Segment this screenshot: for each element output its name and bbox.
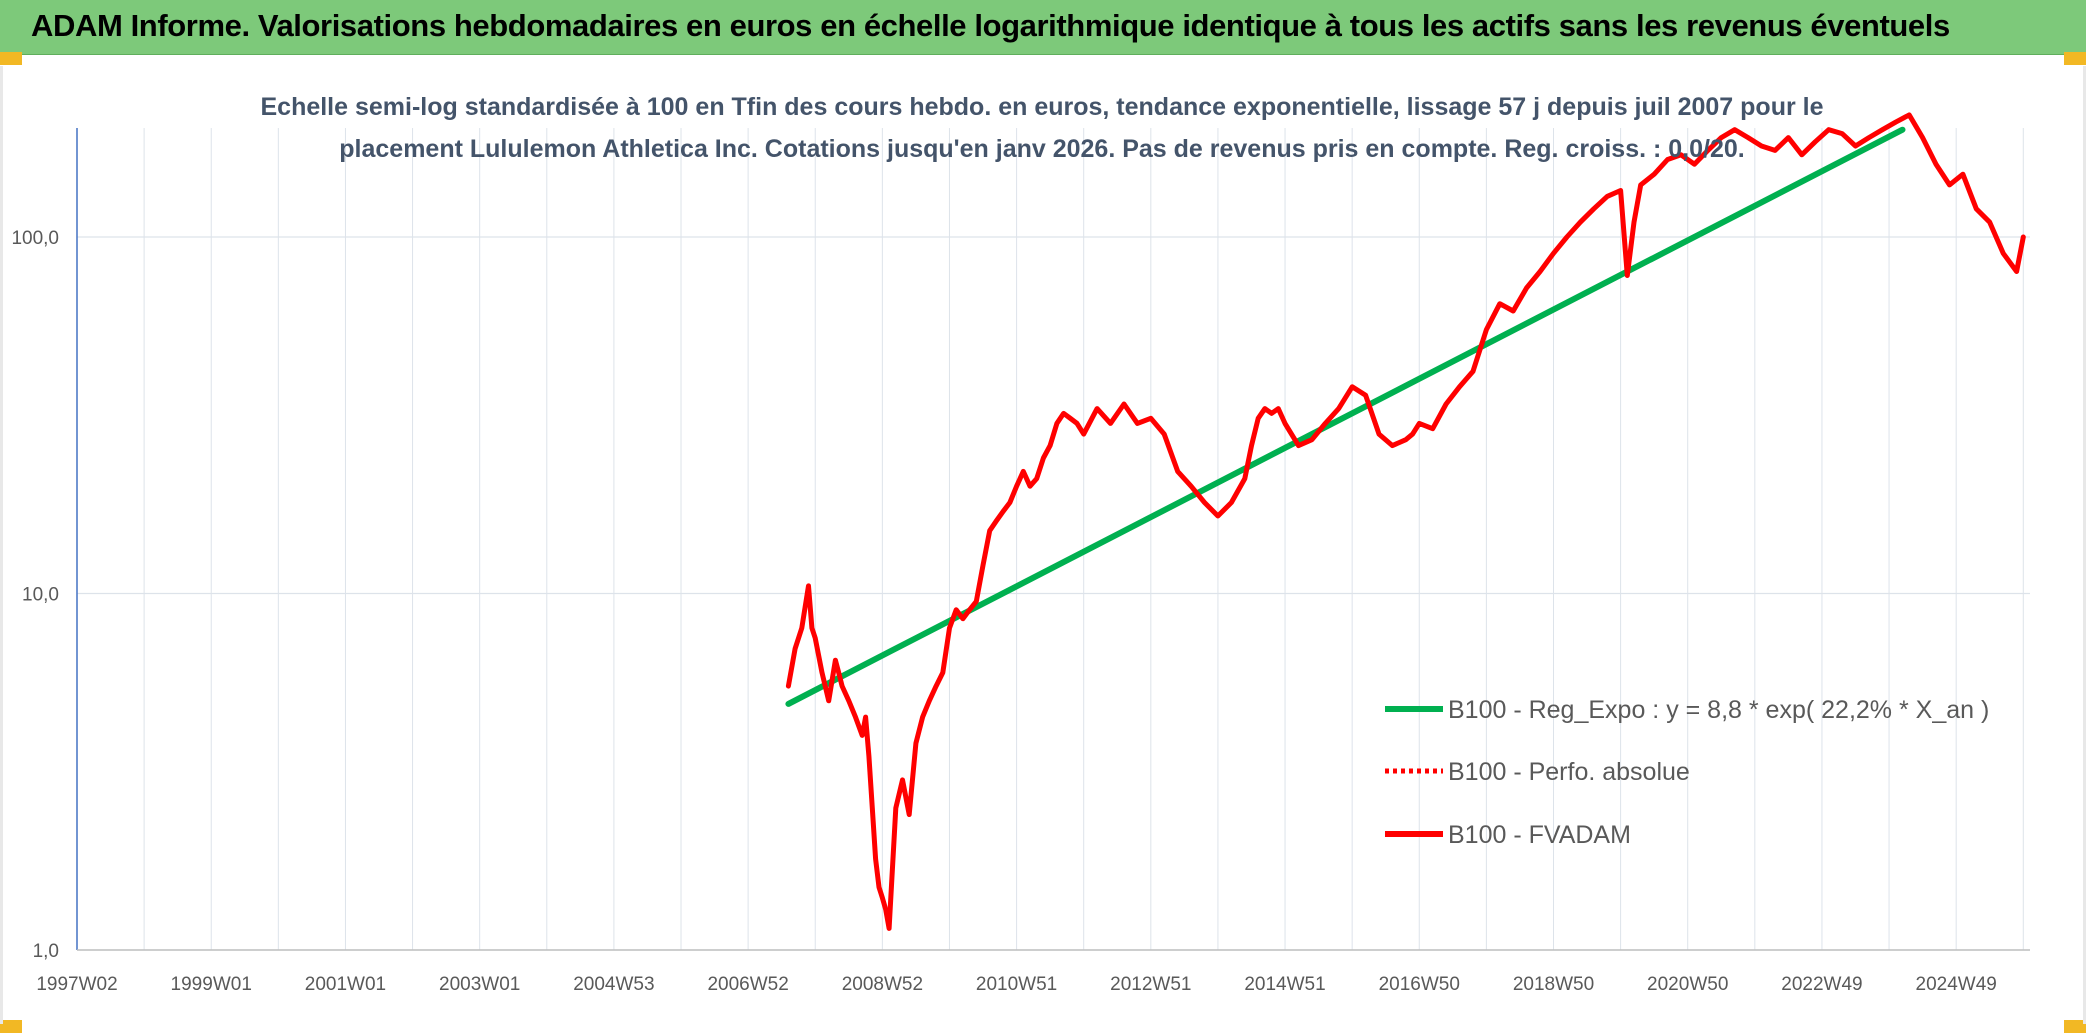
series-line-fvadam — [785, 112, 2026, 931]
x-tick-label: 2022W49 — [1781, 974, 1862, 995]
series-line-regression — [785, 126, 1906, 707]
x-tick-label: 1997W02 — [36, 974, 117, 995]
y-tick-label: 10,0 — [22, 585, 59, 606]
axis-layer: 1,0 10,0 100,0 1997W02 1999W01 2001W01 2003W01… — [11, 128, 2030, 995]
legend: B100 - Reg_Expo : y = 8,8 * exp( 22,2% *… — [1385, 696, 1989, 849]
chart-title: Echelle semi-log standardisée à 100 en T… — [260, 93, 1823, 163]
x-tick-label: 2020W50 — [1647, 974, 1728, 995]
x-tick-label: 2001W01 — [305, 974, 386, 995]
corner-marker — [0, 1020, 22, 1033]
legend-label-fvadam: B100 - FVADAM — [1448, 821, 1631, 849]
y-tick-label: 1,0 — [33, 941, 59, 962]
grid-layer — [77, 128, 2030, 951]
x-tick-label: 2003W01 — [439, 974, 520, 995]
frame-border-right — [2083, 66, 2086, 1024]
x-tick-label: 2018W50 — [1513, 974, 1594, 995]
frame-border-left — [0, 66, 3, 1024]
x-tick-label: 2006W52 — [707, 974, 788, 995]
x-tick-label: 2024W49 — [1916, 974, 1997, 995]
x-tick-label: 2008W52 — [842, 974, 923, 995]
x-tick-label: 2014W51 — [1244, 974, 1325, 995]
x-tick-label: 1999W01 — [171, 974, 252, 995]
report-title: ADAM Informe. Valorisations hebdomadaire… — [31, 8, 1950, 43]
x-tick-label: 2016W50 — [1379, 974, 1460, 995]
chart-title-line-1: Echelle semi-log standardisée à 100 en T… — [260, 93, 1823, 121]
x-tick-label: 2010W51 — [976, 974, 1057, 995]
chart-title-line-2: placement Lululemon Athletica Inc. Cotat… — [339, 135, 1744, 163]
x-tick-label: 2004W53 — [573, 974, 654, 995]
legend-label-perfo: B100 - Perfo. absolue — [1448, 758, 1690, 786]
y-tick-label: 100,0 — [11, 228, 59, 249]
x-tick-label: 2012W51 — [1110, 974, 1191, 995]
header-bar: ADAM Informe. Valorisations hebdomadaire… — [0, 0, 2086, 55]
corner-marker — [0, 52, 22, 65]
legend-label-regression: B100 - Reg_Expo : y = 8,8 * exp( 22,2% *… — [1448, 696, 1989, 724]
corner-marker — [2064, 1020, 2086, 1033]
corner-marker — [2064, 52, 2086, 65]
series-layer — [785, 112, 2026, 931]
